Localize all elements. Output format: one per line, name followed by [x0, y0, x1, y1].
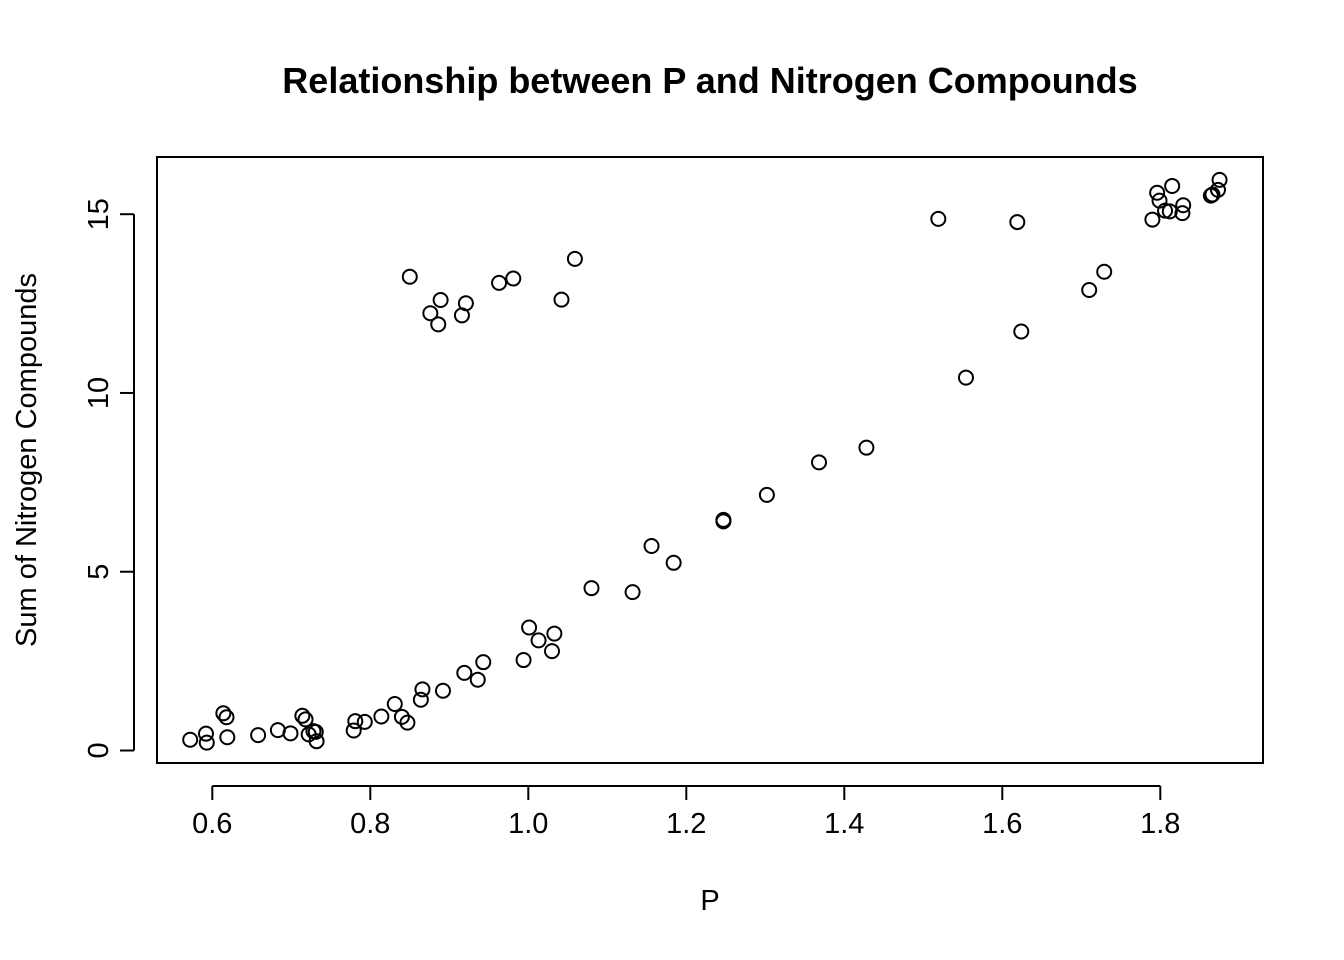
data-point [1013, 323, 1030, 340]
data-point [434, 682, 451, 699]
x-tick-label: 1.0 [508, 808, 548, 840]
data-point [858, 439, 875, 456]
data-point [345, 722, 362, 739]
data-point [182, 731, 199, 748]
x-tick-label: 1.6 [982, 808, 1022, 840]
data-point [218, 709, 235, 726]
y-tick-label: 15 [83, 198, 115, 230]
data-point [1161, 203, 1178, 220]
x-tick-label: 0.8 [350, 808, 390, 840]
data-point [198, 734, 215, 751]
data-point [583, 580, 600, 597]
data-point [430, 316, 447, 333]
data-point [1144, 211, 1161, 228]
y-axis-label: Sum of Nitrogen Compounds [11, 273, 43, 647]
y-tick-label: 0 [83, 742, 115, 758]
data-point [356, 713, 373, 730]
data-point [219, 729, 236, 746]
data-point [930, 210, 947, 227]
data-point [399, 714, 416, 731]
x-tick-label: 1.4 [824, 808, 864, 840]
plot-frame [156, 156, 1264, 764]
data-point [347, 713, 364, 730]
data-point [386, 696, 403, 713]
data-points [182, 171, 1228, 751]
data-point [566, 250, 583, 267]
data-point [1096, 263, 1113, 280]
data-point [1211, 171, 1228, 188]
data-point [432, 292, 449, 309]
data-point [308, 733, 325, 750]
data-point [544, 643, 560, 660]
data-point [1175, 197, 1192, 214]
data-point [297, 711, 314, 728]
x-tick-label: 0.6 [192, 808, 232, 840]
data-point [294, 707, 311, 724]
data-point [457, 295, 474, 312]
data-point [475, 654, 492, 671]
data-point [469, 671, 486, 688]
data-point [1009, 214, 1026, 231]
data-point [546, 625, 563, 642]
data-point [307, 723, 324, 740]
data-point [530, 632, 547, 649]
data-point [282, 725, 299, 742]
data-point [665, 554, 682, 571]
data-point [373, 708, 390, 725]
data-point [422, 305, 439, 322]
data-point [250, 727, 267, 744]
y-tick-label: 5 [83, 564, 115, 580]
data-point [401, 268, 418, 285]
data-point [491, 274, 508, 291]
data-point [505, 270, 522, 287]
data-point [758, 486, 775, 503]
data-point [393, 708, 410, 725]
data-point [811, 454, 828, 471]
data-point [624, 584, 641, 601]
y-axis: 0 5 10 15 [83, 198, 135, 759]
x-axis: 0.6 0.8 1.0 1.2 1.4 1.6 1.8 [192, 785, 1180, 840]
x-tick-label: 1.2 [666, 808, 706, 840]
data-point [1081, 281, 1098, 298]
y-tick-label: 10 [83, 377, 115, 409]
chart-title: Relationship between P and Nitrogen Comp… [282, 60, 1137, 101]
data-point [521, 619, 538, 636]
data-point [412, 691, 429, 708]
data-point [715, 511, 732, 528]
data-point [957, 369, 974, 386]
data-point [197, 725, 214, 742]
x-axis-label: P [700, 885, 719, 917]
data-point [643, 537, 660, 554]
data-point [1164, 177, 1181, 194]
data-point [553, 291, 570, 308]
data-point [1209, 181, 1226, 198]
data-point [515, 652, 532, 669]
x-tick-label: 1.8 [1140, 808, 1180, 840]
data-point [1204, 186, 1221, 203]
data-point [456, 664, 473, 681]
data-point [1174, 205, 1191, 222]
data-point [1149, 184, 1166, 201]
data-point [414, 681, 431, 698]
data-point [215, 705, 232, 722]
